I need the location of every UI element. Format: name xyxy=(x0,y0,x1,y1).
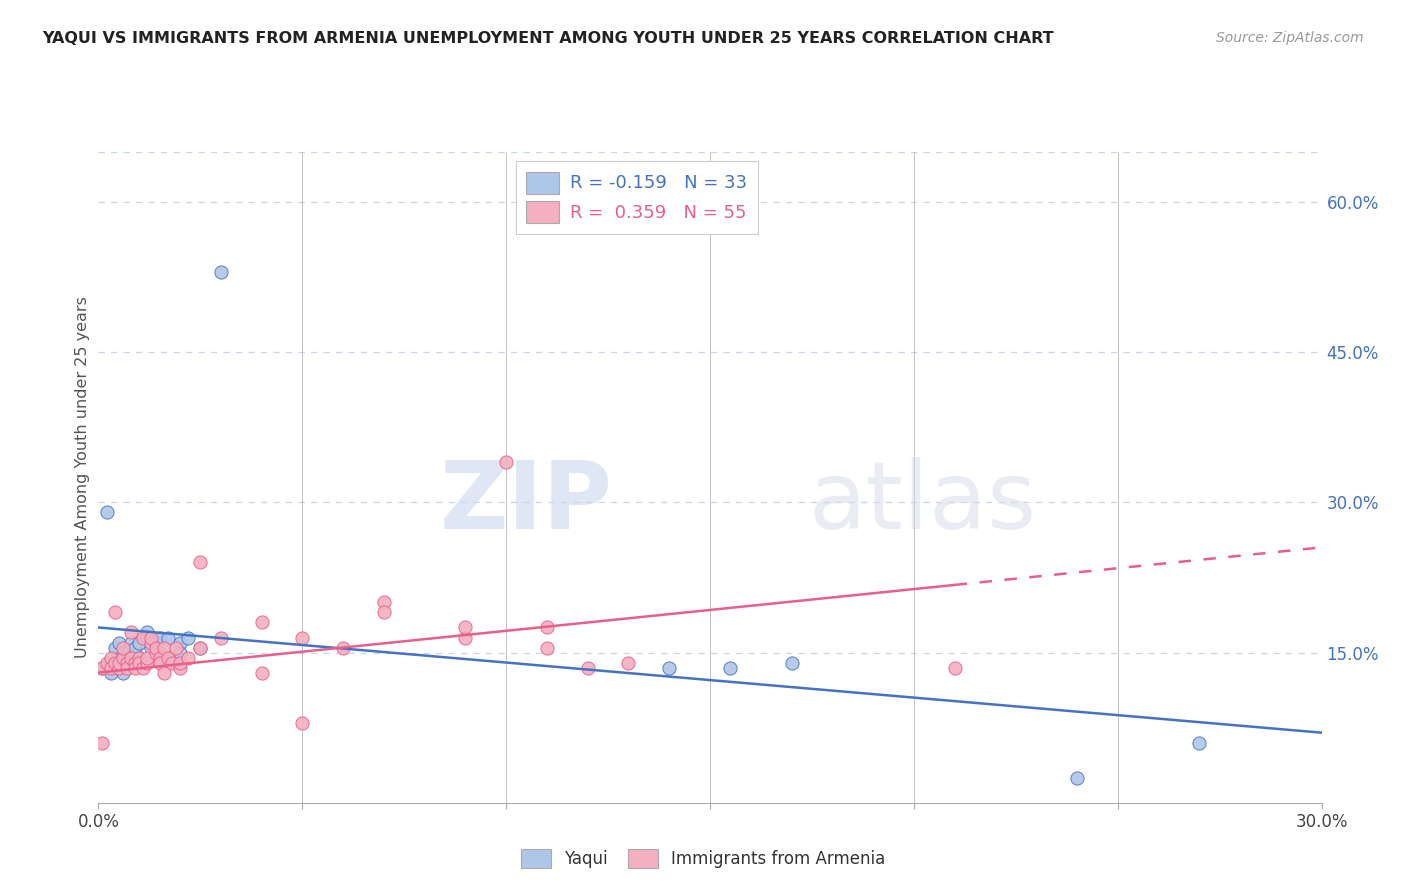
Point xyxy=(145,646,167,660)
Point xyxy=(536,620,558,634)
Point xyxy=(169,646,191,660)
Point xyxy=(141,635,163,649)
Point xyxy=(111,646,134,660)
Point xyxy=(495,455,517,469)
Point xyxy=(120,625,142,640)
Point xyxy=(658,660,681,674)
Legend: R = -0.159   N = 33, R =  0.359   N = 55: R = -0.159 N = 33, R = 0.359 N = 55 xyxy=(516,161,758,234)
Point xyxy=(124,656,146,670)
Point xyxy=(96,505,118,519)
Point xyxy=(104,606,127,620)
Point xyxy=(188,640,212,655)
Point xyxy=(104,640,127,655)
Point xyxy=(145,635,167,649)
Point xyxy=(152,640,174,655)
Point xyxy=(188,555,212,569)
Point xyxy=(108,635,131,649)
Point xyxy=(149,650,172,665)
Point xyxy=(209,265,232,279)
Point xyxy=(100,665,122,680)
Point xyxy=(156,650,179,665)
Y-axis label: Unemployment Among Youth under 25 years: Unemployment Among Youth under 25 years xyxy=(75,296,90,658)
Point xyxy=(136,650,159,665)
Point xyxy=(454,620,477,634)
Point xyxy=(149,631,172,645)
Point xyxy=(536,640,558,655)
Point xyxy=(115,646,138,660)
Text: ZIP: ZIP xyxy=(439,458,612,549)
Point xyxy=(115,660,138,674)
Point xyxy=(169,635,191,649)
Legend: Yaqui, Immigrants from Armenia: Yaqui, Immigrants from Armenia xyxy=(515,842,891,875)
Point xyxy=(128,650,150,665)
Point xyxy=(177,631,200,645)
Text: atlas: atlas xyxy=(808,458,1036,549)
Point xyxy=(91,660,114,674)
Point xyxy=(120,635,142,649)
Point xyxy=(111,650,134,665)
Point xyxy=(1188,736,1211,750)
Point xyxy=(250,615,273,630)
Point xyxy=(120,650,142,665)
Point xyxy=(132,660,155,674)
Point xyxy=(141,631,163,645)
Point xyxy=(145,640,167,655)
Text: YAQUI VS IMMIGRANTS FROM ARMENIA UNEMPLOYMENT AMONG YOUTH UNDER 25 YEARS CORRELA: YAQUI VS IMMIGRANTS FROM ARMENIA UNEMPLO… xyxy=(42,31,1054,46)
Point xyxy=(177,650,200,665)
Point xyxy=(149,646,172,660)
Point xyxy=(169,660,191,674)
Point xyxy=(96,656,118,670)
Point xyxy=(291,715,314,730)
Point xyxy=(136,656,159,670)
Point xyxy=(209,631,232,645)
Point xyxy=(91,736,114,750)
Point xyxy=(373,606,395,620)
Point xyxy=(943,660,966,674)
Point xyxy=(136,631,159,645)
Point xyxy=(188,640,212,655)
Point xyxy=(132,631,155,645)
Point xyxy=(152,665,174,680)
Point xyxy=(128,656,150,670)
Point xyxy=(111,665,134,680)
Point xyxy=(108,660,131,674)
Point xyxy=(128,650,150,665)
Point xyxy=(100,660,122,674)
Point xyxy=(108,656,131,670)
Point xyxy=(100,650,122,665)
Point xyxy=(165,640,187,655)
Point xyxy=(136,625,159,640)
Point xyxy=(332,640,354,655)
Point xyxy=(617,656,640,670)
Point xyxy=(156,650,179,665)
Point xyxy=(124,640,146,655)
Point xyxy=(291,631,314,645)
Point xyxy=(111,640,134,655)
Point xyxy=(149,656,172,670)
Point xyxy=(108,656,131,670)
Point xyxy=(128,635,150,649)
Point xyxy=(141,640,163,655)
Point xyxy=(373,595,395,609)
Point xyxy=(780,656,803,670)
Point xyxy=(91,660,114,674)
Point xyxy=(169,656,191,670)
Point xyxy=(160,656,183,670)
Point xyxy=(100,656,122,670)
Point xyxy=(1066,771,1088,785)
Point xyxy=(115,656,138,670)
Point xyxy=(156,631,179,645)
Point xyxy=(454,631,477,645)
Point xyxy=(576,660,599,674)
Point xyxy=(104,656,127,670)
Point xyxy=(124,660,146,674)
Point xyxy=(720,660,742,674)
Point xyxy=(250,665,273,680)
Text: Source: ZipAtlas.com: Source: ZipAtlas.com xyxy=(1216,31,1364,45)
Point xyxy=(115,656,138,670)
